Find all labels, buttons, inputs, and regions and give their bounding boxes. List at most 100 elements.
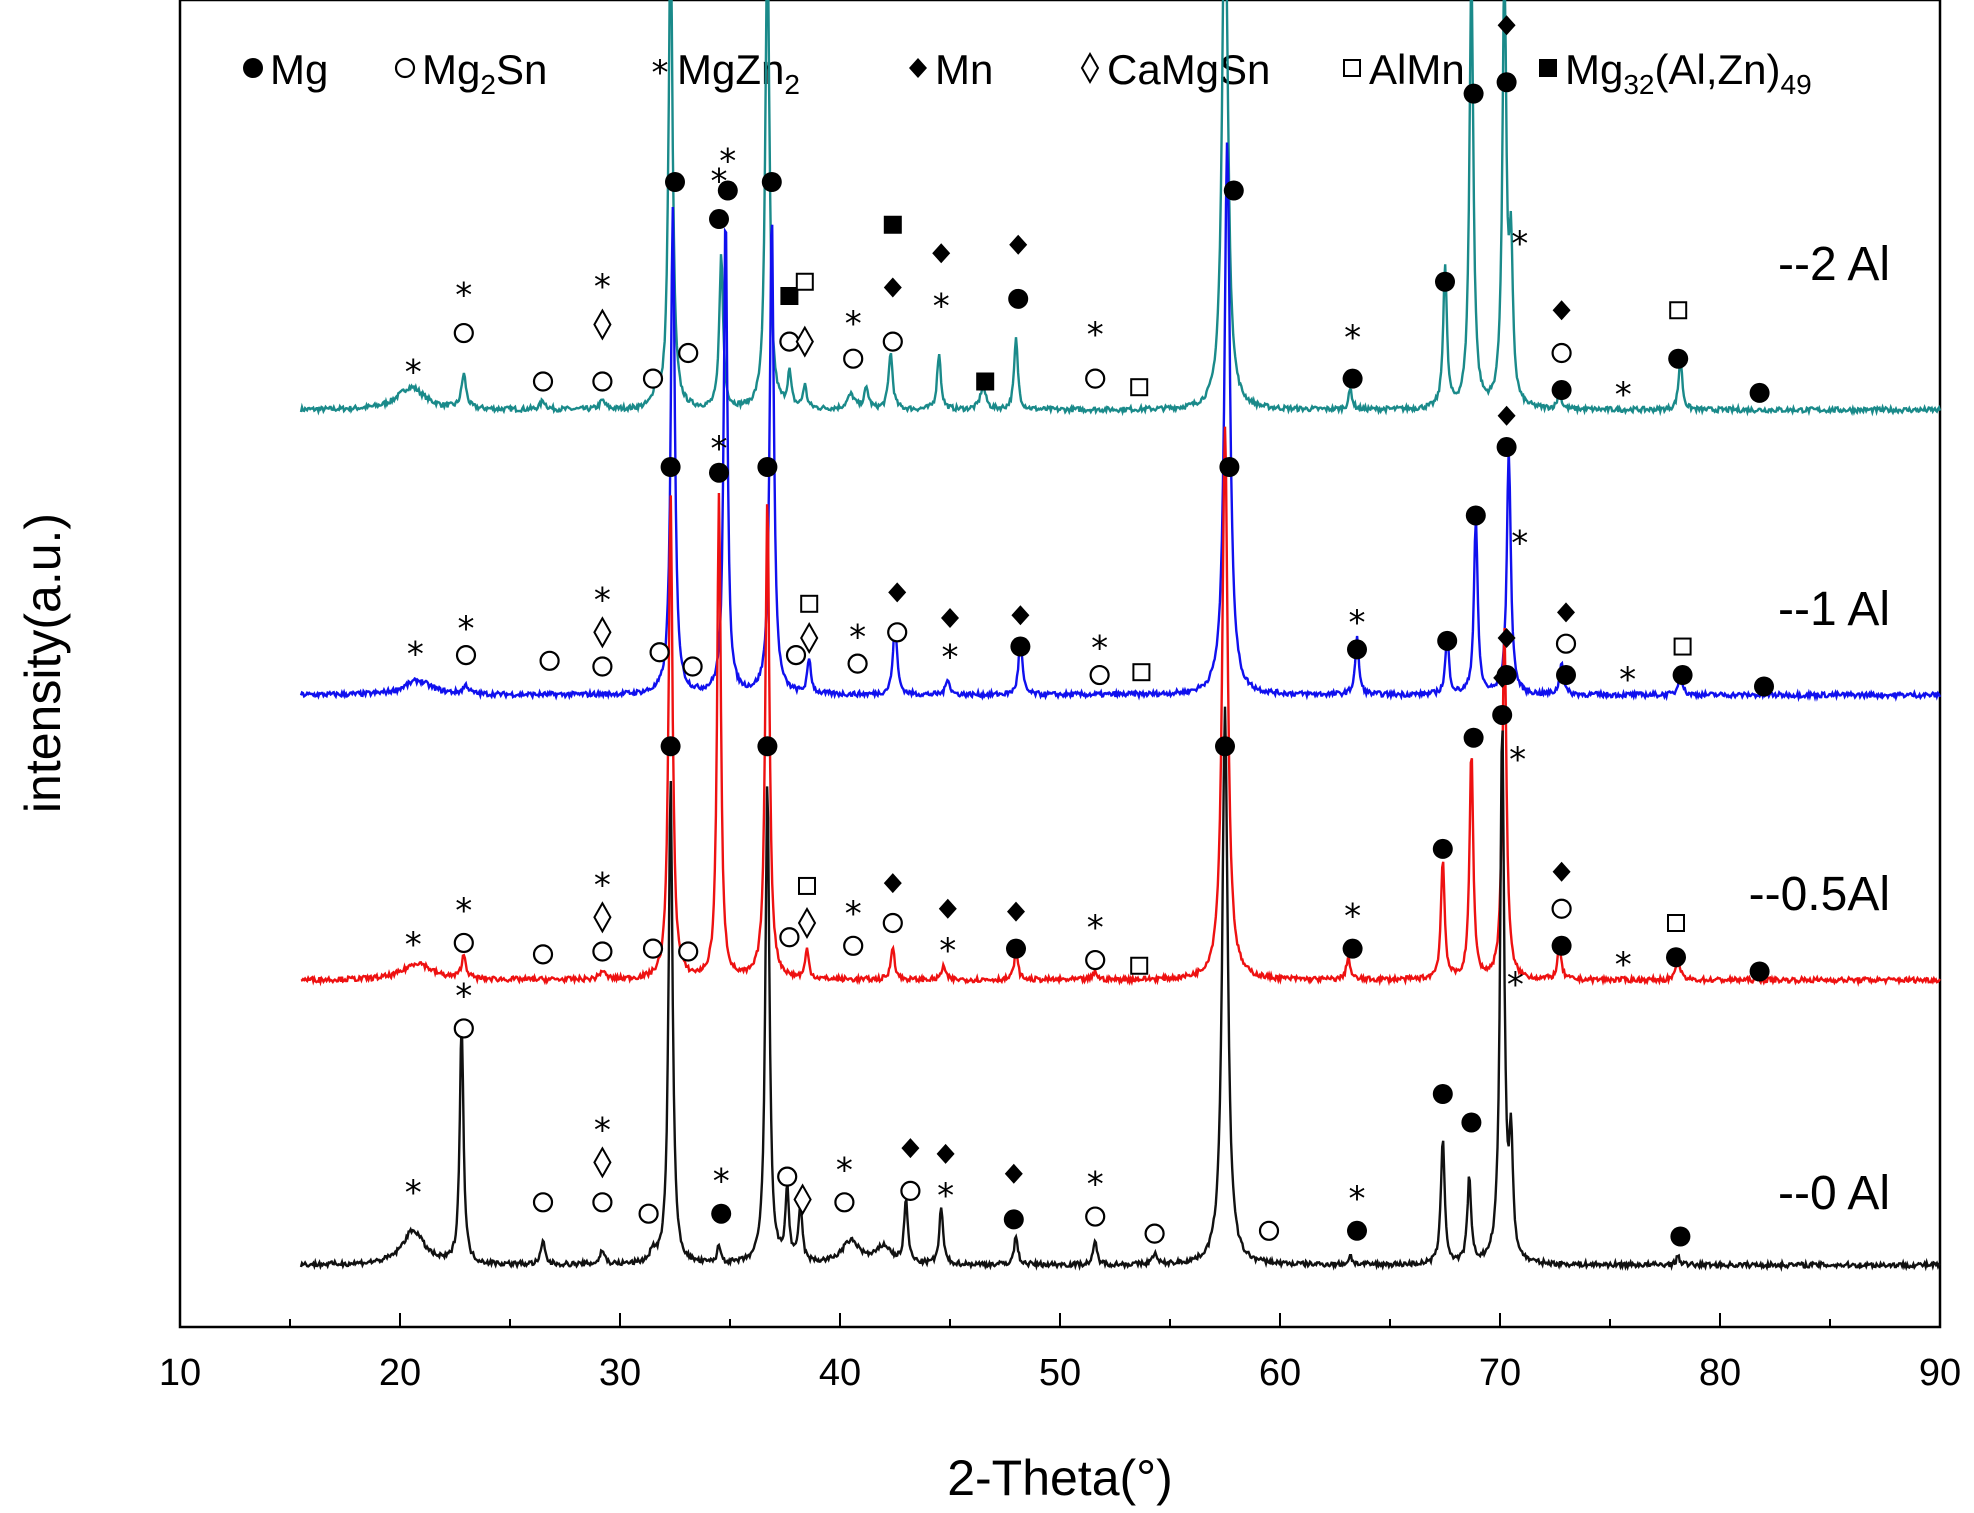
- peak-marker-s0-37: *: [1511, 224, 1528, 264]
- peak-marker-s2-31-shape: [1463, 727, 1484, 748]
- peak-marker-s3-24: [1144, 1223, 1165, 1244]
- peak-marker-s0-41: *: [1615, 375, 1632, 415]
- peak-marker-s3-25: [1215, 736, 1235, 757]
- peak-marker-s1-25: [1089, 664, 1110, 686]
- peak-marker-s1-25-shape: [1089, 664, 1110, 686]
- peak-marker-s0-42-shape: [1669, 301, 1688, 320]
- peak-marker-s1-3-shape: [539, 650, 560, 671]
- peak-marker-s3-14-shape: *: [836, 1150, 853, 1190]
- peak-marker-s2-15: [797, 906, 817, 940]
- peak-marker-s0-17-shape: *: [845, 304, 862, 344]
- peak-marker-s0-27-shape: *: [1087, 315, 1104, 355]
- peak-marker-s0-3: [532, 371, 554, 392]
- peak-marker-s3-13-shape: [793, 1183, 812, 1216]
- peak-marker-s2-14-shape: [798, 876, 816, 895]
- peak-marker-s3-1: *: [455, 976, 472, 1016]
- peak-marker-s0-20-shape: [883, 277, 902, 298]
- peak-marker-s3-6: [592, 1192, 613, 1213]
- peak-marker-s1-15: [785, 644, 807, 666]
- peak-marker-s1-1: *: [458, 609, 475, 649]
- peak-marker-s1-21: *: [942, 637, 959, 677]
- peak-marker-s2-38: *: [1615, 945, 1632, 985]
- peak-marker-s1-12: [761, 172, 782, 192]
- peak-marker-s1-4-shape: *: [594, 580, 611, 620]
- peak-marker-s3-16: [901, 1138, 920, 1159]
- peak-marker-s0-29-shape: [1130, 378, 1149, 397]
- peak-marker-s3-22-shape: *: [1087, 1165, 1104, 1205]
- legend-marker-3-shape: [909, 58, 927, 78]
- peak-marker-s2-2-shape: [453, 932, 474, 954]
- peak-marker-s2-41: [1749, 961, 1770, 982]
- peak-marker-s2-30-shape: [1432, 838, 1453, 859]
- peak-marker-s2-39: [1667, 914, 1685, 932]
- peak-marker-s0-0: *: [405, 352, 422, 392]
- peak-marker-s3-10-shape: [711, 1203, 732, 1224]
- legend-marker-2-shape: *: [652, 53, 669, 93]
- peak-marker-s3-30-shape: [1461, 1112, 1482, 1133]
- peak-marker-s0-22: [932, 243, 951, 264]
- peak-marker-s1-20: [941, 608, 959, 629]
- peak-marker-s2-35: [1552, 861, 1571, 882]
- peak-marker-s0-13-shape: [780, 287, 799, 305]
- peak-marker-s1-12-shape: [761, 172, 782, 192]
- peak-marker-s1-21-shape: *: [942, 637, 959, 677]
- peak-marker-s2-11: [709, 462, 729, 483]
- peak-marker-s2-15-shape: [797, 906, 817, 940]
- peak-marker-s2-29: [1342, 938, 1363, 959]
- series-label-2: --0.5Al: [1749, 868, 1890, 921]
- peak-marker-s2-20: [938, 898, 957, 919]
- peak-marker-s3-9: *: [713, 1162, 730, 1202]
- peak-marker-s3-5: [593, 1146, 612, 1179]
- peak-marker-s1-3: [539, 650, 560, 671]
- peak-marker-s1-16: *: [849, 617, 866, 657]
- peak-marker-s2-17: [843, 935, 864, 956]
- peak-marker-s0-40-shape: [1551, 380, 1572, 401]
- peak-marker-s1-2: [455, 644, 477, 666]
- peak-marker-s1-19: [887, 622, 908, 643]
- peak-marker-s3-29-shape: [1432, 1084, 1453, 1104]
- peak-marker-s3-20-shape: [1004, 1163, 1023, 1184]
- peak-marker-s0-11: [709, 209, 729, 230]
- peak-marker-s1-36: [1555, 633, 1577, 654]
- peak-marker-s2-18: [883, 873, 902, 894]
- peak-marker-s2-31: [1463, 727, 1484, 748]
- peak-marker-s2-29-shape: [1342, 938, 1363, 959]
- peak-marker-s3-17-shape: [900, 1180, 921, 1202]
- peak-marker-s1-17-shape: [847, 653, 868, 674]
- peak-marker-s0-4-shape: *: [594, 267, 611, 307]
- peak-marker-s0-35: [1497, 15, 1516, 36]
- peak-marker-s2-22: [1007, 901, 1025, 922]
- peak-marker-s1-37: [1556, 665, 1576, 686]
- peak-marker-s3-27: *: [1349, 1179, 1366, 1219]
- peak-marker-s2-4: *: [594, 865, 611, 905]
- peak-marker-s2-21: *: [939, 931, 956, 971]
- peak-marker-s0-36: [1496, 72, 1517, 93]
- series-layer: --2 Al --1 Al --0.5Al --0 Al: [299, 0, 1942, 1273]
- series-line-2: [300, 426, 1941, 987]
- peak-marker-s1-0: *: [407, 634, 424, 674]
- peak-marker-s0-23: *: [933, 287, 950, 327]
- peak-marker-s3-31: [1493, 667, 1512, 688]
- peak-marker-s1-28: *: [1349, 603, 1366, 643]
- peak-marker-s2-34: *: [1509, 740, 1526, 780]
- peak-marker-s2-21-shape: *: [939, 931, 956, 971]
- peak-marker-s0-24: [976, 372, 995, 391]
- peak-marker-s0-18-shape: [843, 348, 864, 369]
- peak-marker-s2-1-shape: *: [455, 891, 472, 931]
- peak-marker-s0-37-shape: *: [1511, 224, 1528, 264]
- peak-marker-s3-1-shape: *: [455, 976, 472, 1016]
- peak-marker-s2-23: [1006, 938, 1026, 959]
- peak-marker-s0-28: [1085, 368, 1106, 389]
- peak-marker-s0-44: [1749, 382, 1770, 403]
- peak-marker-s1-26: [1132, 663, 1151, 682]
- peak-marker-s1-18: [888, 582, 907, 603]
- peak-marker-s2-20-shape: [938, 898, 957, 919]
- peak-marker-s1-0-shape: *: [407, 634, 424, 674]
- peak-marker-s3-4: *: [594, 1110, 611, 1150]
- peak-marker-s1-34-shape: *: [1511, 523, 1528, 563]
- peak-marker-s1-40: [1672, 665, 1693, 686]
- peak-marker-s1-23-shape: [1010, 636, 1031, 657]
- peak-marker-s3-32-shape: [1492, 704, 1513, 725]
- peak-marker-s1-20-shape: [941, 608, 959, 629]
- legend-label-0: Mg: [270, 46, 328, 93]
